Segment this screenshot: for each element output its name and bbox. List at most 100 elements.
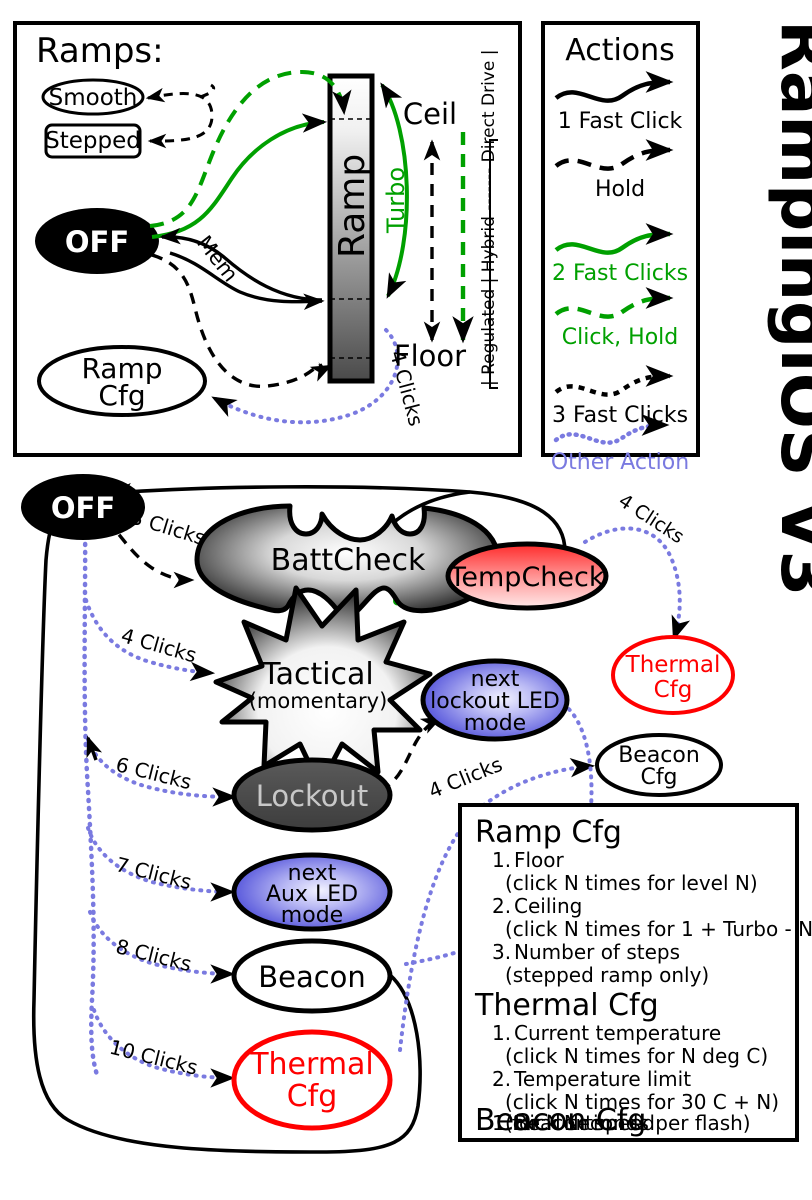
scale-label-floor: Floor bbox=[394, 339, 466, 373]
cfg-item-note: (click N times for N deg C) bbox=[505, 1044, 768, 1068]
node-tactical-label-1: Tactical bbox=[261, 657, 374, 692]
actions-panel: Actions 1 Fast Click Hold 2 Fast Clicks … bbox=[541, 21, 700, 475]
cfg-section-heading: Thermal Cfg bbox=[474, 988, 659, 1023]
action-line-dotted-blue bbox=[553, 414, 670, 445]
node-lockout-shape bbox=[231, 757, 393, 833]
node-off-ramps[interactable]: OFF bbox=[35, 208, 159, 274]
ramps-panel-heading: Ramps: bbox=[36, 31, 164, 71]
edge-lockout-return-arrowhead bbox=[86, 735, 103, 761]
ramps-panel: Ramps: Ramp Smooth Stepped OFF Ra bbox=[13, 21, 522, 457]
node-off-ramps-label: OFF bbox=[65, 225, 129, 259]
node-battcheck-label: BattCheck bbox=[271, 543, 426, 578]
action-line-dashed-black bbox=[554, 139, 674, 171]
edge-ramp-to-smooth-tail bbox=[199, 83, 216, 99]
action-label-4: Click, Hold bbox=[562, 325, 679, 350]
node-lockout-led-mode-label-1: next bbox=[471, 667, 520, 692]
action-legend-item: Hold bbox=[554, 139, 674, 202]
node-thermal-cfg-right-label-2: Cfg bbox=[654, 677, 693, 703]
cfg-section-heading: Beacon Cfg bbox=[475, 1103, 646, 1138]
action-line-dashed-green bbox=[554, 287, 674, 319]
node-off-ramps-shape bbox=[35, 208, 159, 274]
actions-panel-heading: Actions bbox=[565, 33, 675, 68]
node-aux-led-mode-label-2: Aux LED bbox=[266, 882, 358, 907]
cfg-box-border bbox=[458, 803, 799, 1142]
node-aux-led-mode-label-3: mode bbox=[281, 903, 343, 928]
ramp-bar: Ramp bbox=[327, 73, 375, 384]
edge-label-4clicks-tactical: 4 Clicks bbox=[119, 623, 200, 667]
action-legend-item: 2 Fast Clicks bbox=[552, 223, 688, 286]
page-title-text: RampingIOS V3 bbox=[766, 20, 812, 596]
cfg-item-note: (stepped ramp only) bbox=[505, 963, 709, 987]
node-beacon-shape bbox=[231, 938, 393, 1014]
node-ramp-cfg[interactable]: Ramp Cfg bbox=[37, 345, 207, 417]
node-tempcheck[interactable]: TempCheck bbox=[445, 541, 609, 611]
actions-panel-border bbox=[541, 21, 700, 457]
cfg-item-note-2: for N seconds per flash) bbox=[512, 1111, 751, 1135]
node-off-state-shape bbox=[21, 474, 145, 540]
drive-mode-bracket: | Regulated | Hybrid ------- Direct Driv… bbox=[479, 50, 499, 389]
cfg-item-num: 2. bbox=[492, 1067, 511, 1091]
edge-label-7clicks: 7 Clicks bbox=[113, 852, 194, 894]
action-label-5: 3 Fast Clicks bbox=[552, 403, 688, 428]
edge-label-10clicks: 10 Clicks bbox=[107, 1035, 200, 1080]
cfg-item-note: (click N times for level N) bbox=[505, 871, 758, 895]
node-tactical[interactable]: Tactical (momentary) bbox=[213, 585, 433, 789]
node-thermal-cfg-bottom-shape bbox=[231, 1029, 393, 1131]
drive-mode-bracket-line bbox=[489, 139, 498, 389]
node-smooth[interactable]: Smooth bbox=[41, 78, 145, 116]
node-stepped-shape bbox=[44, 123, 142, 159]
cfg-item-title: Current temperature bbox=[514, 1021, 721, 1045]
edge-off-to-thermalcfg bbox=[92, 1008, 236, 1088]
node-beacon-cfg-shape bbox=[595, 733, 723, 797]
node-smooth-label: Smooth bbox=[49, 85, 138, 111]
node-thermal-cfg-right-shape bbox=[611, 635, 735, 715]
edge-turbo bbox=[380, 82, 409, 299]
node-thermal-cfg-bottom-label-1: Thermal bbox=[249, 1047, 374, 1082]
cfg-item-title: Floor bbox=[514, 848, 565, 872]
node-thermal-cfg-right[interactable]: Thermal Cfg bbox=[611, 635, 735, 715]
node-battcheck[interactable]: BattCheck bbox=[194, 503, 501, 620]
cfg-item-note: (click N times bbox=[505, 1111, 641, 1135]
node-lockout-label: Lockout bbox=[256, 779, 369, 813]
edge-label-6clicks: 6 Clicks bbox=[113, 752, 194, 794]
node-stepped[interactable]: Stepped bbox=[44, 123, 142, 159]
action-legend-item: Other Action bbox=[551, 414, 689, 475]
node-ramp-cfg-label-1: Ramp bbox=[81, 352, 162, 385]
action-label-2: Hold bbox=[595, 177, 645, 202]
node-beacon[interactable]: Beacon bbox=[231, 938, 393, 1014]
edge-off-trunk-blue bbox=[82, 517, 101, 1081]
edge-tempcheck-to-off bbox=[109, 482, 567, 553]
edge-off-to-ramp-floor-arrow bbox=[309, 363, 333, 382]
node-aux-led-mode[interactable]: next Aux LED mode bbox=[231, 852, 393, 932]
drive-mode-bracket-label: | Regulated | Hybrid ------- Direct Driv… bbox=[479, 50, 499, 386]
state-diagram: 3 Clicks 4 Clicks 4 Clicks 6 Clicks 7 Cl… bbox=[21, 474, 735, 1154]
cfg-item-note: (click N times for 1 + Turbo - N) bbox=[505, 917, 812, 941]
edge-label-4clicks-thermal: 4 Clicks bbox=[615, 490, 688, 548]
edge-ramp-to-off bbox=[159, 227, 323, 302]
cfg-item-title: Number of steps bbox=[514, 940, 680, 964]
node-tempcheck-label: TempCheck bbox=[448, 562, 604, 593]
scale-label-ceil: Ceil bbox=[403, 97, 457, 131]
node-beacon-cfg-label-2: Cfg bbox=[640, 765, 677, 790]
action-legend-item: 1 Fast Click bbox=[554, 71, 683, 134]
edge-off-to-battcheck bbox=[105, 518, 195, 589]
edge-bottom-return-to-off bbox=[31, 511, 422, 1154]
cfg-box: Ramp Cfg 1. Floor (click N times for lev… bbox=[458, 803, 812, 1142]
action-label-1: 1 Fast Click bbox=[558, 109, 683, 134]
node-off-state[interactable]: OFF bbox=[21, 474, 145, 540]
action-label-3: 2 Fast Clicks bbox=[552, 261, 688, 286]
node-stepped-label: Stepped bbox=[45, 128, 141, 154]
node-beacon-label: Beacon bbox=[258, 960, 366, 994]
node-tactical-shape bbox=[213, 585, 433, 789]
edge-tempcheck-to-thermalcfg bbox=[583, 526, 691, 641]
node-thermal-cfg-bottom[interactable]: Thermal Cfg bbox=[231, 1029, 393, 1131]
node-lockout-led-mode[interactable]: next lockout LED mode bbox=[420, 658, 570, 742]
edge-label-8clicks: 8 Clicks bbox=[113, 934, 194, 976]
node-beacon-cfg[interactable]: Beacon Cfg bbox=[595, 733, 723, 797]
node-lockout[interactable]: Lockout bbox=[231, 757, 393, 833]
node-ramp-cfg-shape bbox=[37, 345, 207, 417]
action-line-solid-black bbox=[554, 71, 674, 103]
node-tempcheck-shape bbox=[445, 541, 609, 611]
node-tactical-label-2: (momentary) bbox=[249, 689, 388, 713]
